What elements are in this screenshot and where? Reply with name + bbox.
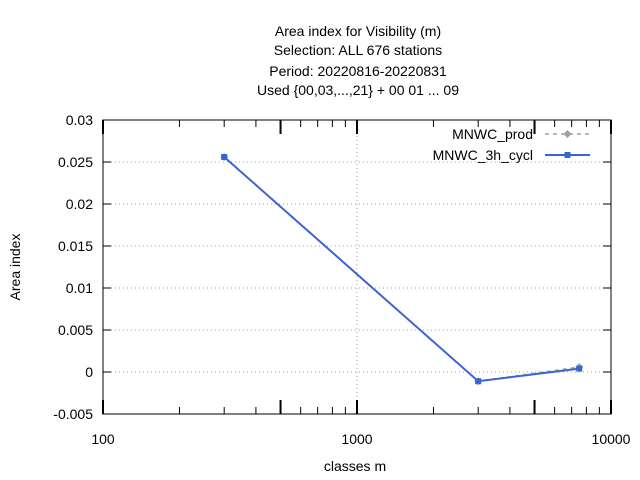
data-point-MNWC_3h_cycl: [475, 378, 482, 385]
y-tick-label: 0: [85, 364, 93, 380]
series-lines: [220, 152, 584, 386]
y-tick-label: 0.01: [66, 280, 93, 296]
x-tick-label: 10000: [592, 431, 631, 447]
x-tick-label: 100: [91, 431, 115, 447]
x-tick-label: 1000: [341, 431, 372, 447]
y-tick-label: -0.005: [53, 406, 93, 422]
series-line-MNWC_prod: [223, 156, 580, 382]
y-tick-label: 0.015: [58, 238, 93, 254]
legend-marker: [564, 152, 571, 158]
y-tick-label: 0.025: [58, 154, 93, 170]
y-tick-label: 0.03: [66, 112, 93, 128]
series-line-MNWC_3h_cycl: [223, 156, 580, 383]
title-line-4: Used {00,03,...,21} + 00 01 ... 09: [257, 82, 459, 98]
plot-frame: [102, 119, 612, 415]
title-line-3: Period: 20220816-20220831: [269, 63, 447, 79]
axes: -0.005 0 0.005 0.01 0.015 0.02 0.025 0.03 100 100…: [53, 112, 630, 447]
title-line-1: Area index for Visibility (m): [275, 23, 441, 39]
legend-label: MNWC_3h_cycl: [433, 147, 533, 163]
y-tick-label: 0.005: [58, 322, 93, 338]
legend-label: MNWC_prod: [452, 126, 533, 142]
x-axis-label: classes m: [324, 458, 386, 474]
data-point-MNWC_3h_cycl: [221, 153, 228, 160]
legend: MNWC_prod MNWC_3h_cycl: [433, 126, 590, 163]
y-tick-label: 0.02: [66, 196, 93, 212]
y-axis-label: Area index: [7, 234, 23, 301]
grid-lines: [103, 120, 611, 414]
legend-marker: [563, 130, 572, 138]
data-point-MNWC_3h_cycl: [576, 365, 583, 372]
title-line-2: Selection: ALL 676 stations: [274, 42, 442, 58]
chart-title: Area index for Visibility (m) Selection:…: [257, 23, 459, 98]
